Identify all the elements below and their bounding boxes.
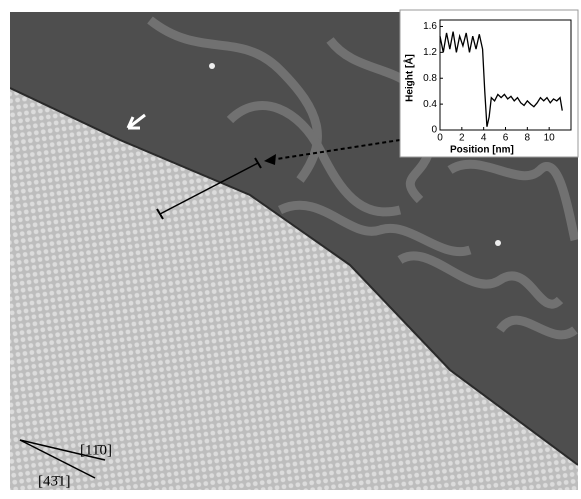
adatom bbox=[495, 240, 501, 246]
y-tick-label: 1.6 bbox=[423, 21, 437, 32]
y-tick-label: 0 bbox=[431, 125, 437, 136]
x-tick-label: 0 bbox=[437, 133, 443, 144]
profile-line bbox=[439, 31, 563, 127]
profile-end bbox=[156, 208, 164, 220]
profile-line bbox=[159, 162, 259, 215]
x-tick-label: 8 bbox=[525, 133, 531, 144]
x-axis-label: Position [nm] bbox=[450, 145, 514, 156]
step-edge bbox=[10, 87, 578, 466]
direction-arrow bbox=[19, 439, 106, 461]
y-tick-label: 0.4 bbox=[423, 99, 437, 110]
white-arrow bbox=[126, 113, 146, 130]
y-axis-label: Height [Å] bbox=[403, 54, 416, 102]
adatom bbox=[209, 63, 215, 69]
x-tick-label: 2 bbox=[459, 133, 465, 144]
direction-arrow bbox=[19, 439, 96, 479]
y-tick-label: 0.8 bbox=[423, 73, 437, 84]
y-tick-label: 1.2 bbox=[423, 47, 437, 58]
x-tick-label: 6 bbox=[503, 133, 509, 144]
inset bbox=[399, 9, 579, 158]
bright-terrace bbox=[10, 88, 578, 490]
profile-end bbox=[254, 157, 262, 169]
x-tick-label: 4 bbox=[481, 133, 487, 144]
direction-label: [43̄1] bbox=[38, 473, 71, 489]
direction-label: [11̄0] bbox=[80, 442, 112, 458]
x-tick-label: 10 bbox=[544, 133, 556, 144]
dashed-pointer bbox=[269, 139, 401, 161]
arrow-head bbox=[264, 154, 276, 165]
